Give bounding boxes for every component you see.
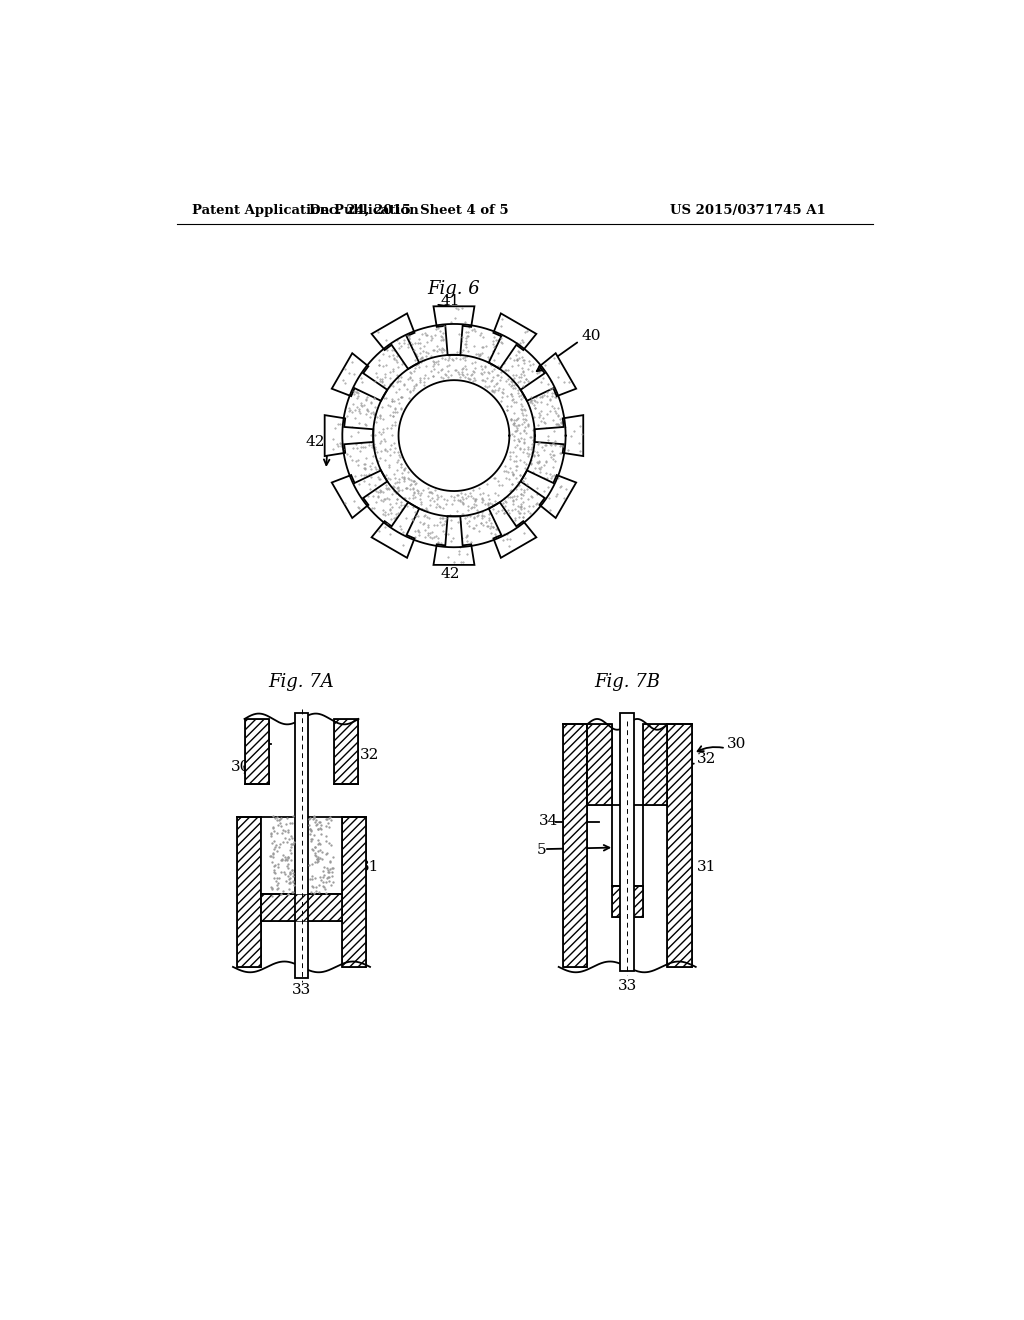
Polygon shape: [488, 313, 537, 370]
Text: 33: 33: [617, 979, 637, 993]
Bar: [261, 894, 342, 921]
Polygon shape: [488, 502, 537, 558]
Bar: [643, 725, 668, 805]
Text: US 2015/0371745 A1: US 2015/0371745 A1: [670, 205, 825, 218]
Bar: [668, 725, 692, 966]
Bar: [261, 894, 342, 921]
Text: Dec. 24, 2015  Sheet 4 of 5: Dec. 24, 2015 Sheet 4 of 5: [309, 205, 509, 218]
Bar: [295, 713, 308, 978]
Bar: [643, 725, 668, 805]
Text: 30: 30: [727, 737, 746, 751]
Text: 42: 42: [306, 434, 326, 449]
Bar: [621, 713, 634, 970]
Text: Fig. 6: Fig. 6: [428, 280, 480, 298]
Text: 42: 42: [440, 568, 460, 581]
Polygon shape: [372, 313, 419, 370]
Polygon shape: [325, 414, 374, 457]
Polygon shape: [372, 502, 419, 558]
Bar: [342, 817, 367, 966]
Bar: [237, 817, 261, 966]
Text: 30: 30: [230, 760, 250, 774]
Bar: [611, 886, 643, 917]
Bar: [334, 719, 358, 784]
Text: 32: 32: [696, 752, 716, 766]
Bar: [611, 805, 643, 886]
Polygon shape: [520, 354, 577, 401]
Bar: [334, 719, 358, 784]
Circle shape: [398, 380, 509, 491]
Polygon shape: [535, 414, 584, 457]
Polygon shape: [520, 470, 577, 517]
Polygon shape: [433, 516, 474, 565]
Polygon shape: [332, 470, 387, 517]
Bar: [562, 725, 587, 966]
Polygon shape: [433, 306, 474, 355]
Text: 5: 5: [538, 843, 547, 857]
Bar: [611, 886, 643, 917]
Text: 34: 34: [245, 734, 264, 748]
Bar: [245, 719, 269, 784]
Text: Fig. 7B: Fig. 7B: [594, 673, 660, 690]
Text: 31: 31: [696, 859, 716, 874]
Bar: [237, 817, 261, 966]
Bar: [562, 725, 587, 966]
Text: 1: 1: [234, 849, 245, 862]
Text: 40: 40: [582, 329, 601, 342]
Bar: [261, 817, 342, 894]
Text: 33: 33: [292, 983, 311, 997]
Text: 32: 32: [360, 748, 380, 762]
Bar: [668, 725, 692, 966]
Bar: [245, 719, 269, 784]
Text: 41: 41: [440, 294, 460, 308]
Text: Patent Application Publication: Patent Application Publication: [193, 205, 419, 218]
Bar: [587, 725, 611, 805]
Text: 34: 34: [539, 813, 558, 828]
Text: Fig. 7A: Fig. 7A: [268, 673, 335, 690]
Bar: [342, 817, 367, 966]
Text: 31: 31: [360, 859, 380, 874]
Bar: [587, 725, 611, 805]
Polygon shape: [332, 354, 387, 401]
